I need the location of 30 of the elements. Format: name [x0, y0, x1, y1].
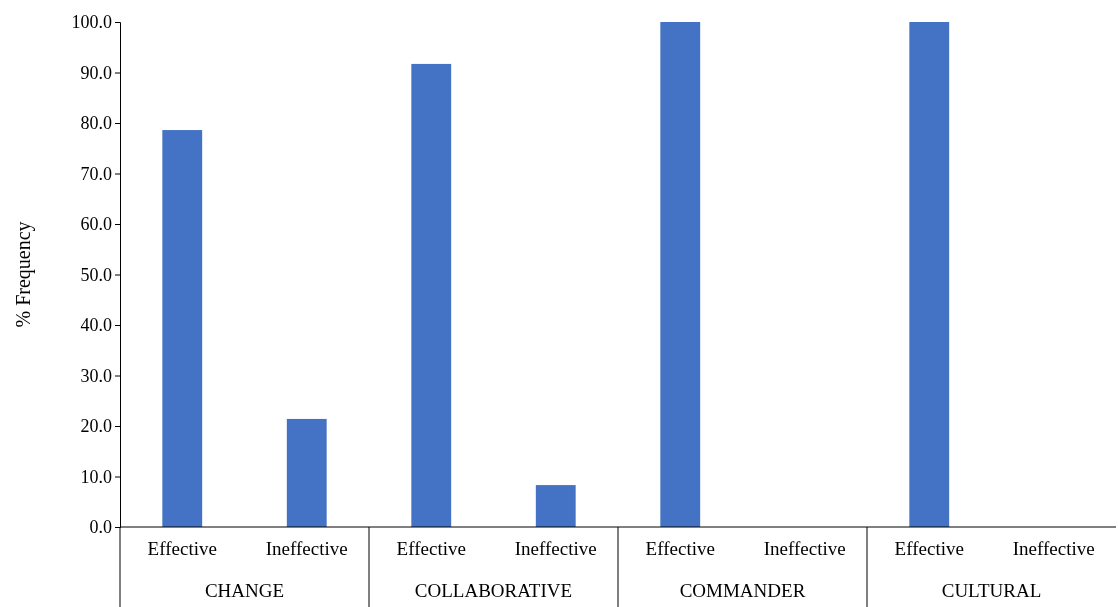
x-tick-label: Effective — [147, 537, 217, 559]
bar — [411, 63, 452, 527]
y-tick-label: 90.0 — [80, 62, 112, 83]
y-tick-label: 10.0 — [80, 466, 112, 487]
bar — [535, 485, 576, 527]
y-tick-label: 60.0 — [80, 214, 112, 235]
y-tick-label: 70.0 — [80, 163, 112, 184]
y-tick-label: 30.0 — [80, 365, 112, 386]
text: COMMANDER — [679, 580, 806, 601]
y-tick-label: 20.0 — [80, 416, 112, 437]
x-tick-label: Effective — [645, 537, 715, 559]
y-axis-title: % Frequency — [12, 221, 35, 328]
x-tick-label: Ineffective — [763, 537, 846, 559]
bar — [909, 22, 950, 527]
x-tick-label: Ineffective — [265, 537, 348, 559]
y-tick-label: 40.0 — [80, 315, 112, 336]
y-tick-label: 80.0 — [80, 113, 112, 134]
bar — [162, 130, 203, 527]
text: COLLABORATIVE — [414, 580, 573, 601]
text: CULTURAL — [941, 580, 1042, 601]
y-tick-label: 0.0 — [89, 517, 112, 538]
y-tick-label: 50.0 — [80, 264, 112, 285]
bar — [660, 22, 701, 527]
y-tick-label: 100.0 — [71, 12, 112, 33]
x-tick-label: Ineffective — [1012, 537, 1095, 559]
x-tick-label: Ineffective — [514, 537, 597, 559]
x-tick-label: Effective — [396, 537, 466, 559]
text: CHANGE — [204, 580, 285, 601]
x-tick-label: Effective — [894, 537, 964, 559]
bar — [286, 418, 327, 527]
